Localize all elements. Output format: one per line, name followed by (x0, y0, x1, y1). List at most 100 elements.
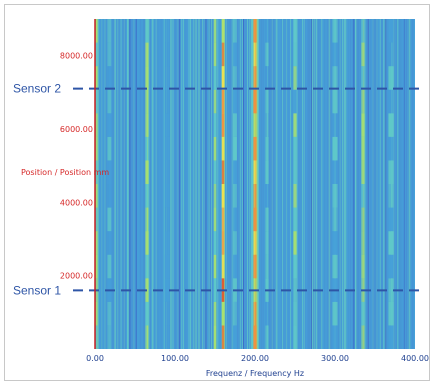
heatmap-column (331, 19, 333, 349)
heatmap-column (179, 19, 181, 349)
y-tick-label: 4000.00 (60, 198, 93, 207)
heatmap-band-segment (107, 325, 112, 349)
heatmap-column (215, 19, 217, 349)
heatmap-column (219, 19, 221, 349)
heatmap-band-segment (107, 184, 112, 208)
heatmap-band-segment (164, 42, 170, 67)
heatmap-column (160, 19, 162, 349)
heatmap-band-segment (361, 42, 365, 67)
heatmap-band-segment (145, 231, 149, 255)
heatmap-band-segment (213, 19, 217, 43)
heatmap-band-segment (107, 89, 112, 114)
heatmap-column (277, 19, 279, 349)
heatmap-column (356, 19, 358, 349)
y-tick-label: 6000.00 (60, 125, 93, 134)
heatmap-band-segment (293, 207, 297, 232)
heatmap-column (163, 19, 165, 349)
heatmap-column (114, 19, 116, 349)
heatmap-column (309, 19, 311, 349)
heatmap-column (323, 19, 325, 349)
heatmap-column (278, 19, 280, 349)
heatmap-column (249, 19, 251, 349)
heatmap-column (131, 19, 133, 349)
heatmap-column (359, 19, 361, 349)
heatmap-column (346, 19, 348, 349)
heatmap-column (229, 19, 231, 349)
heatmap-band-segment (332, 207, 338, 232)
heatmap-column (135, 19, 137, 349)
heatmap-column (138, 19, 140, 349)
heatmap-band-segment (107, 301, 112, 326)
heatmap-column (172, 19, 174, 349)
heatmap-column (190, 19, 192, 349)
heatmap-column (251, 19, 253, 349)
heatmap-column (340, 19, 342, 349)
heatmap-column (231, 19, 233, 349)
heatmap-band-segment (265, 136, 269, 161)
heatmap-column (105, 19, 107, 349)
heatmap-column (314, 19, 316, 349)
y-tick-label: 8000.00 (60, 52, 93, 61)
heatmap-column (382, 19, 384, 349)
heatmap-band-segment (388, 66, 394, 90)
heatmap-column (395, 19, 397, 349)
heatmap-band-segment (221, 184, 225, 208)
heatmap-column (318, 19, 320, 349)
heatmap-band-segment (361, 207, 365, 232)
heatmap-band-segment (361, 231, 365, 255)
heatmap-column (400, 19, 402, 349)
heatmap-column (191, 19, 193, 349)
heatmap-band-segment (293, 66, 297, 90)
heatmap-band-segment (332, 325, 338, 349)
heatmap-column (344, 19, 346, 349)
heatmap-column (375, 19, 377, 349)
heatmap-column (338, 19, 340, 349)
heatmap-column (264, 19, 266, 349)
heatmap-band-segment (293, 89, 297, 114)
heatmap-column (159, 19, 161, 349)
heatmap-column (407, 19, 409, 349)
heatmap-band-segment (233, 301, 237, 326)
heatmap-column (151, 19, 153, 349)
heatmap-column (193, 19, 195, 349)
y-tick-label: 2000.00 (60, 272, 93, 281)
heatmap-band-segment (361, 19, 365, 43)
heatmap-band-segment (388, 325, 394, 349)
heatmap-column (115, 19, 117, 349)
heatmap-column (351, 19, 353, 349)
heatmap-band-segment (293, 254, 297, 279)
heatmap-column (175, 19, 177, 349)
heatmap-column (347, 19, 349, 349)
heatmap-column (283, 19, 285, 349)
heatmap-column (171, 19, 173, 349)
heatmap-band-segment (213, 42, 217, 67)
heatmap-band-segment (221, 207, 225, 232)
heatmap-band-segment (107, 254, 112, 279)
heatmap-column (327, 19, 329, 349)
heatmap-column (284, 19, 286, 349)
heatmap-column (322, 19, 324, 349)
heatmap-column (223, 19, 225, 349)
heatmap-column (315, 19, 317, 349)
heatmap-column (376, 19, 378, 349)
heatmap-column (131, 19, 133, 349)
heatmap-band-segment (221, 66, 225, 90)
heatmap-column (263, 19, 265, 349)
heatmap-column (250, 19, 252, 349)
heatmap-band-segment (233, 89, 237, 114)
heatmap-column (170, 19, 172, 349)
heatmap-column (122, 19, 124, 349)
heatmap-column (195, 19, 197, 349)
heatmap-column (374, 19, 376, 349)
heatmap-band-segment (388, 136, 394, 161)
heatmap-column (371, 19, 373, 349)
heatmap-column (121, 19, 123, 349)
heatmap-band-segment (361, 184, 365, 208)
heatmap-column (367, 19, 369, 349)
heatmap-column (217, 19, 219, 349)
heatmap-column (343, 19, 345, 349)
heatmap-column (286, 19, 288, 349)
heatmap-column (263, 19, 265, 349)
heatmap-column (271, 19, 273, 349)
heatmap-column (405, 19, 407, 349)
